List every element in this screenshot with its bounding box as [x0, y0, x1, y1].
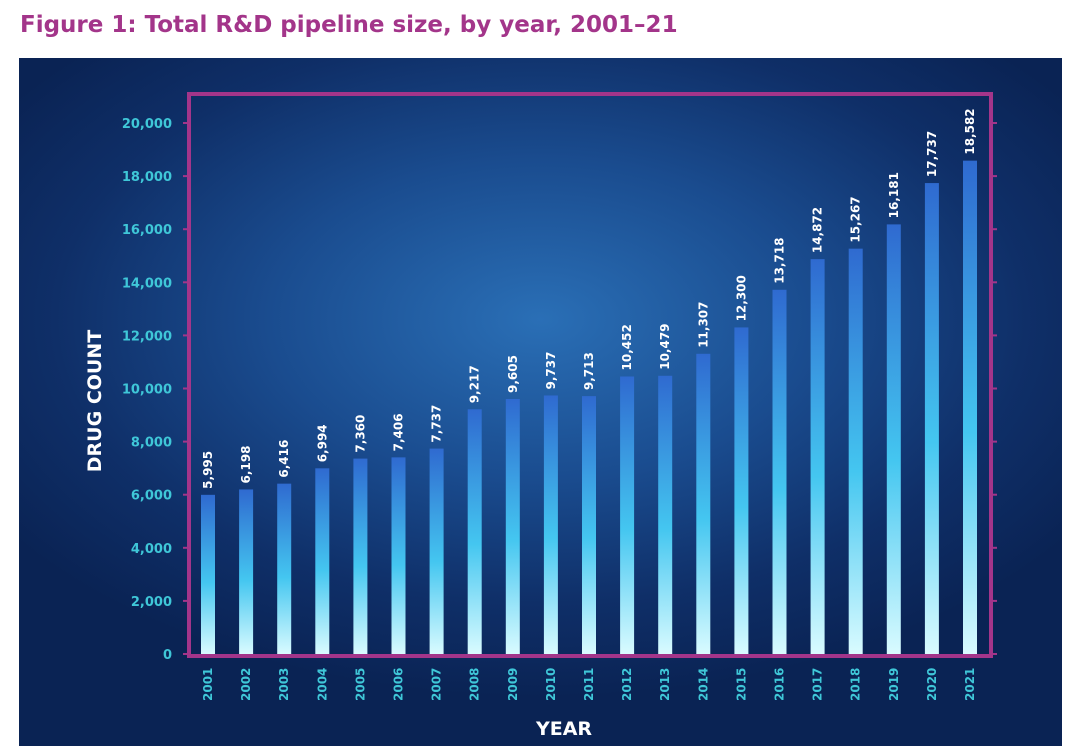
bar-2011 [582, 396, 596, 654]
bar-2020 [924, 183, 939, 654]
y-tick-label: 12,000 [122, 329, 172, 344]
bar-2014 [696, 353, 711, 654]
data-label-2001: 5,995 [201, 451, 215, 489]
y-tick-label: 8,000 [131, 436, 172, 451]
data-label-2014: 11,307 [696, 301, 710, 347]
plot-frame [187, 92, 993, 658]
bar-2017 [810, 259, 825, 654]
x-tick-label-2020: 2020 [925, 668, 939, 701]
y-tick-label: 4,000 [131, 542, 172, 557]
data-label-2019: 16,181 [887, 172, 901, 218]
bar-2003 [277, 483, 292, 654]
x-tick-label-2006: 2006 [392, 668, 406, 701]
x-tick-label-2015: 2015 [734, 668, 748, 701]
data-label-2010: 9,737 [544, 352, 558, 390]
bar-2007 [429, 448, 444, 654]
x-tick-label-2001: 2001 [201, 668, 215, 701]
x-tick-label-2019: 2019 [887, 668, 901, 701]
data-label-2003: 6,416 [277, 440, 291, 478]
x-tick-label-2016: 2016 [773, 668, 787, 701]
bar-2001 [201, 494, 215, 654]
bar-2010 [543, 395, 558, 654]
bar-2005 [353, 458, 368, 654]
bar-2018 [848, 248, 863, 655]
y-tick-label: 14,000 [122, 276, 172, 291]
x-tick-label-2018: 2018 [849, 668, 863, 701]
bar-2006 [391, 457, 406, 654]
y-axis-title: DRUG COUNT [84, 330, 106, 472]
bar-2015 [734, 327, 749, 654]
x-tick-label-2003: 2003 [277, 668, 291, 701]
data-label-2012: 10,452 [620, 324, 634, 370]
data-label-2017: 14,872 [811, 207, 825, 253]
x-tick-label-2004: 2004 [315, 668, 329, 701]
bar-2002 [239, 489, 254, 654]
y-tick-label: 16,000 [122, 223, 172, 238]
bar-2013 [658, 375, 673, 654]
x-tick-label-2005: 2005 [353, 668, 367, 701]
data-label-2008: 9,217 [468, 365, 482, 403]
page-title: Figure 1: Total R&D pipeline size, by ye… [20, 12, 678, 38]
data-label-2004: 6,994 [315, 424, 329, 462]
y-tick-label: 2,000 [131, 595, 172, 610]
bar-chart: 0 2,000 4,000 6,000 8,000 10,000 12,000 14,000 1… [84, 92, 997, 740]
bar-2012 [620, 376, 635, 654]
x-axis-title: YEAR [535, 718, 592, 740]
bar-2008 [467, 409, 482, 654]
x-tick-label-2002: 2002 [239, 668, 253, 701]
data-label-2020: 17,737 [925, 131, 939, 177]
data-label-2016: 13,718 [773, 237, 787, 283]
data-label-2007: 7,737 [430, 405, 444, 443]
y-tick-label: 10,000 [122, 383, 172, 398]
data-label-2021: 18,582 [963, 108, 977, 154]
x-tick-label-2014: 2014 [696, 668, 710, 701]
x-tick-label-2008: 2008 [468, 668, 482, 701]
x-axis: 2001 2002 2003 2004 2005 2006 2007 2008 2009 2010… [201, 668, 977, 701]
bars [201, 160, 977, 655]
x-tick-label-2009: 2009 [506, 668, 520, 701]
x-tick-label-2011: 2011 [582, 668, 596, 701]
x-tick-label-2013: 2013 [658, 668, 672, 701]
data-label-2018: 15,267 [849, 196, 863, 242]
x-tick-label-2007: 2007 [430, 668, 444, 701]
chart-panel: 0 2,000 4,000 6,000 8,000 10,000 12,000 14,000 1… [19, 58, 1062, 746]
data-labels: 5,995 6,198 6,416 6,994 7,360 7,406 7,737 9,217… [201, 108, 977, 488]
x-tick-label-2017: 2017 [811, 668, 825, 701]
y-tick-label: 0 [163, 648, 172, 663]
data-label-2009: 9,605 [506, 355, 520, 393]
x-tick-label-2021: 2021 [963, 668, 977, 701]
data-label-2011: 9,713 [582, 352, 596, 390]
bar-2004 [315, 468, 330, 654]
bar-2016 [772, 289, 787, 654]
data-label-2002: 6,198 [239, 445, 253, 483]
data-label-2005: 7,360 [353, 415, 367, 453]
data-label-2013: 10,479 [658, 323, 672, 369]
bar-2009 [505, 398, 520, 654]
bar-2019 [886, 224, 901, 654]
x-tick-label-2010: 2010 [544, 668, 558, 701]
y-tick-label: 18,000 [122, 170, 172, 185]
x-tick-label-2012: 2012 [620, 668, 634, 701]
y-axis: 0 2,000 4,000 6,000 8,000 10,000 12,000 14,000 1… [122, 117, 997, 663]
y-tick-label: 20,000 [122, 117, 172, 132]
data-label-2015: 12,300 [734, 275, 748, 321]
y-tick-label: 6,000 [131, 489, 172, 504]
bar-2021 [963, 160, 977, 655]
data-label-2006: 7,406 [392, 413, 406, 451]
